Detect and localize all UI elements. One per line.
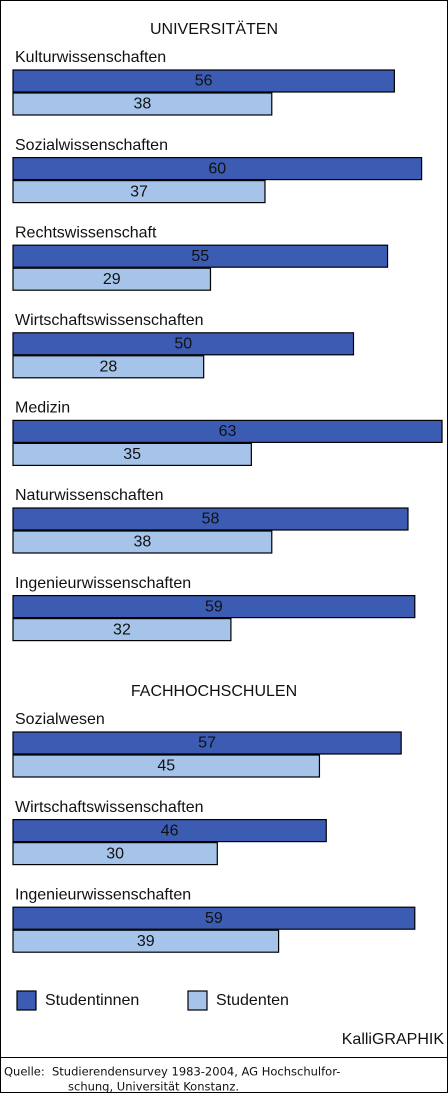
value-label: 29 [103,271,121,288]
bar [12,157,423,181]
section-title: FACHHOCHSCHULEN [131,683,297,700]
source-text: schung, Universität Konstanz. [68,1080,239,1094]
bar [12,507,409,531]
bar [12,92,273,116]
bar [12,442,252,466]
value-label: 37 [130,183,148,200]
category-label: Ingenieurwissenschaften [15,886,191,903]
value-label: 58 [202,511,220,528]
category-label: Naturwissenschaften [15,487,164,504]
category-label: Ingenieurwissenschaften [15,575,191,592]
category-label: Rechtswissenschaft [15,224,157,241]
category-label: Sozialwesen [15,711,105,728]
bar [12,818,327,843]
value-label: 55 [191,248,209,265]
value-label: 46 [161,822,179,839]
category-label: Wirtschaftswissenschaften [15,799,204,816]
bar [12,355,205,379]
bar [12,244,389,268]
category-label: Medizin [15,400,70,417]
section-title: UNIVERSITÄTEN [150,20,278,38]
value-label: 45 [157,758,175,775]
value-label: 60 [208,160,226,177]
bar [12,617,232,642]
bar [12,929,280,953]
value-label: 38 [133,96,151,113]
bar [12,419,443,443]
value-label: 28 [99,359,117,376]
bar [12,594,416,619]
bar [12,906,416,930]
legend-label: Studentinnen [45,992,139,1009]
value-label: 56 [195,73,213,90]
bar [12,731,402,755]
bar [12,180,266,204]
bar [12,69,395,93]
bar [12,530,273,554]
legend-swatch [187,990,208,1011]
legend-label: Studenten [216,992,289,1009]
value-label: 39 [137,933,155,950]
source-text: Studierendensurvey 1983-2004, AG Hochsch… [52,1065,340,1079]
category-label: Kulturwissenschaften [15,49,166,66]
value-label: 59 [205,910,223,927]
bar [12,754,321,778]
category-label: Wirtschaftswissenschaften [15,312,204,329]
value-label: 50 [174,336,192,353]
value-label: 38 [133,534,151,551]
value-label: 35 [123,446,141,463]
value-label: 32 [113,621,131,638]
source-label: Quelle: [4,1065,45,1079]
bar [12,841,218,866]
value-label: 59 [205,598,223,615]
value-label: 30 [106,845,124,862]
bar [12,267,212,291]
credit: KalliGRAPHIK [342,1031,445,1048]
value-label: 63 [219,423,237,440]
bar [12,332,355,356]
legend-swatch [16,990,37,1011]
value-label: 57 [198,735,216,752]
category-label: Sozialwissenschaften [15,137,168,154]
